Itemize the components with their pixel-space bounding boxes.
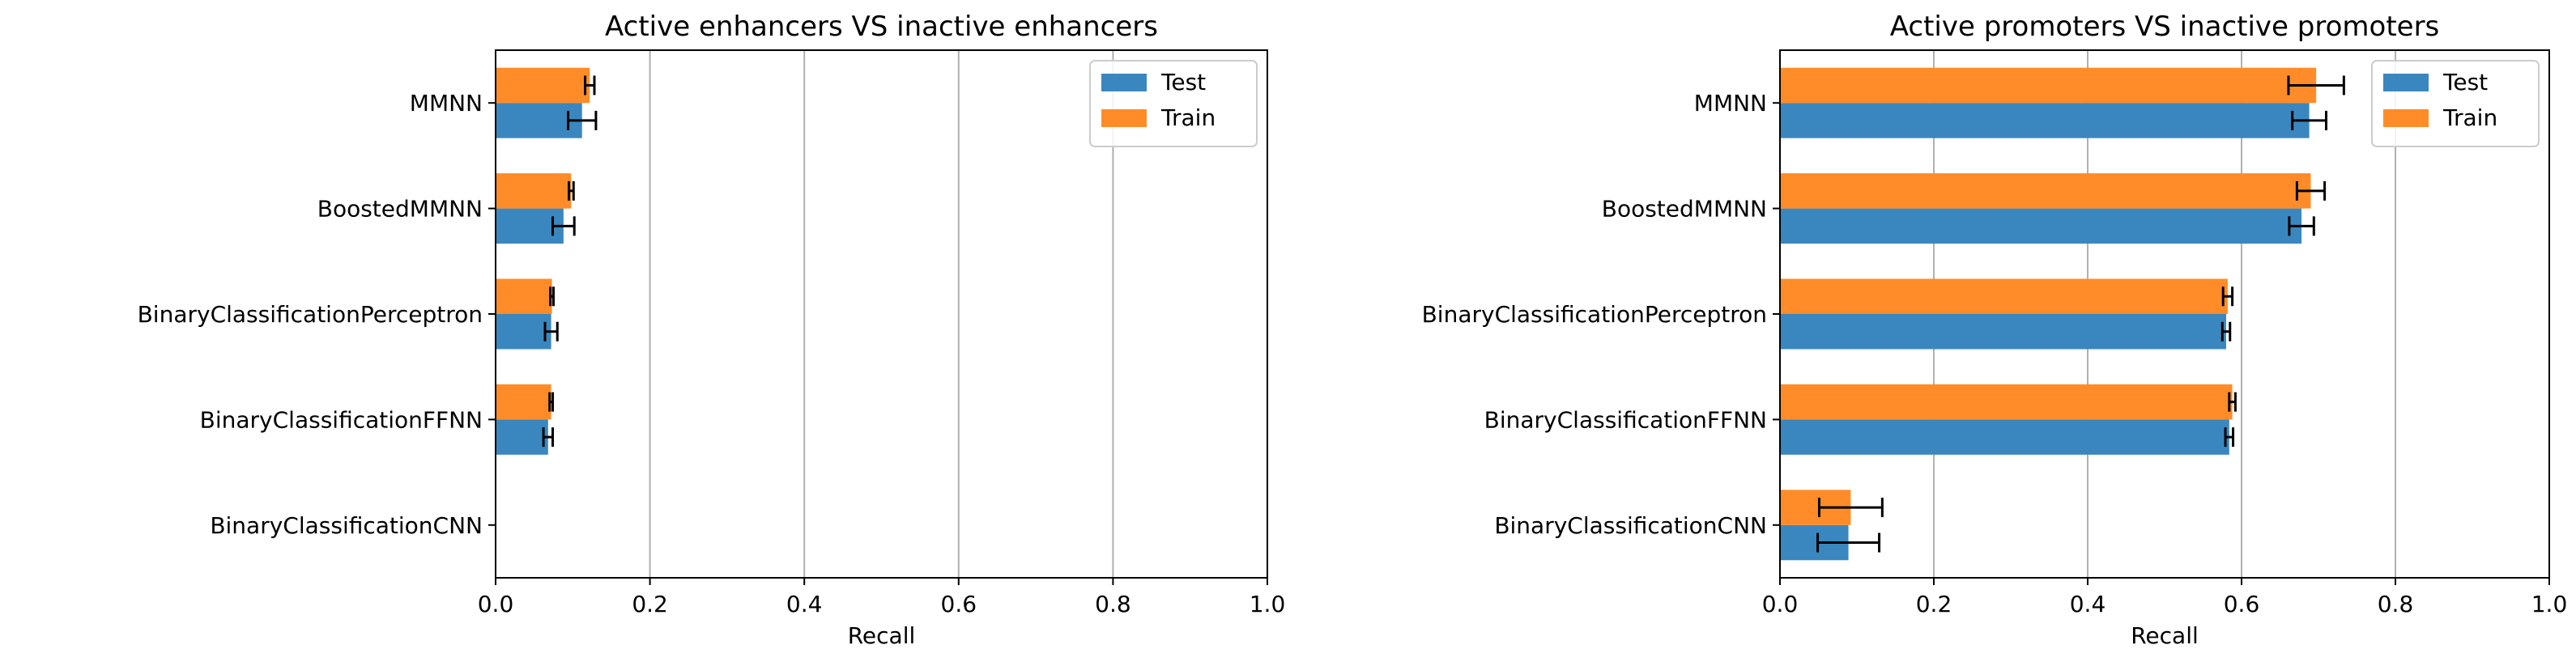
- bar-train: [1780, 173, 2311, 209]
- bar-train: [496, 278, 552, 314]
- legend-swatch-test: [1101, 74, 1147, 91]
- category-label: BinaryClassificationCNN: [1494, 512, 1767, 539]
- x-tick-label: 0.4: [2070, 591, 2106, 617]
- category-label: MMNN: [410, 90, 483, 117]
- bar-train: [1780, 384, 2233, 420]
- bar-test: [1780, 103, 2310, 138]
- legend: Test Train: [1089, 60, 1258, 147]
- axes-frame: [1779, 49, 2550, 579]
- x-axis-label: Recall: [848, 622, 916, 649]
- x-tick-label: 0.6: [941, 591, 977, 617]
- x-tick-label: 0.4: [786, 591, 823, 617]
- x-tick-label: 0.2: [1916, 591, 1952, 617]
- legend-label: Test: [1160, 69, 1206, 95]
- bar-train: [496, 173, 572, 209]
- category-label: BinaryClassificationFFNN: [200, 406, 483, 433]
- x-tick-label: 0.0: [1762, 591, 1799, 617]
- bar-train: [1780, 278, 2228, 314]
- legend-label: Train: [1160, 104, 1216, 131]
- x-tick-label: 0.8: [2378, 591, 2414, 617]
- category-label: BinaryClassificationFFNN: [1484, 406, 1767, 433]
- legend-label: Train: [2442, 104, 2497, 131]
- legend-swatch-train: [1101, 109, 1147, 127]
- legend-label: Test: [2442, 69, 2488, 95]
- chart-1: MMNN BoostedMMNN BinaryClassificationPerce…: [138, 11, 1286, 649]
- bar-train: [496, 67, 590, 104]
- bar-test: [1780, 208, 2302, 244]
- legend-swatch-train: [2383, 109, 2429, 127]
- x-tick-label: 0.2: [632, 591, 668, 617]
- bar-test: [496, 419, 548, 455]
- x-tick-label: 0.0: [478, 591, 514, 617]
- x-tick-label: 1.0: [2531, 591, 2568, 617]
- x-tick-label: 0.8: [1095, 591, 1131, 617]
- bar-test: [496, 314, 551, 350]
- category-label: BinaryClassificationPerceptron: [1422, 301, 1767, 328]
- legend: Test Train: [2371, 60, 2540, 147]
- bar-test: [1780, 314, 2226, 350]
- bar-test: [1780, 419, 2229, 455]
- chart-2: MMNN BoostedMMNN BinaryClassificationPerce…: [1422, 11, 2568, 649]
- category-label: BoostedMMNN: [1602, 196, 1767, 223]
- bar-train: [1780, 67, 2317, 104]
- chart-title: Active enhancers VS inactive enhancers: [605, 11, 1158, 43]
- x-tick-label: 1.0: [1250, 591, 1286, 617]
- chart-title: Active promoters VS inactive promoters: [1890, 11, 2440, 43]
- category-label: BinaryClassificationPerceptron: [138, 301, 483, 328]
- category-label: BoostedMMNN: [317, 196, 483, 223]
- axes-frame: [495, 49, 1268, 579]
- legend-swatch-test: [2383, 74, 2429, 91]
- bar-train: [496, 384, 551, 420]
- x-tick-label: 0.6: [2224, 591, 2260, 617]
- category-label: BinaryClassificationCNN: [210, 512, 483, 539]
- category-label: MMNN: [1694, 90, 1767, 117]
- x-axis-label: Recall: [2131, 622, 2199, 649]
